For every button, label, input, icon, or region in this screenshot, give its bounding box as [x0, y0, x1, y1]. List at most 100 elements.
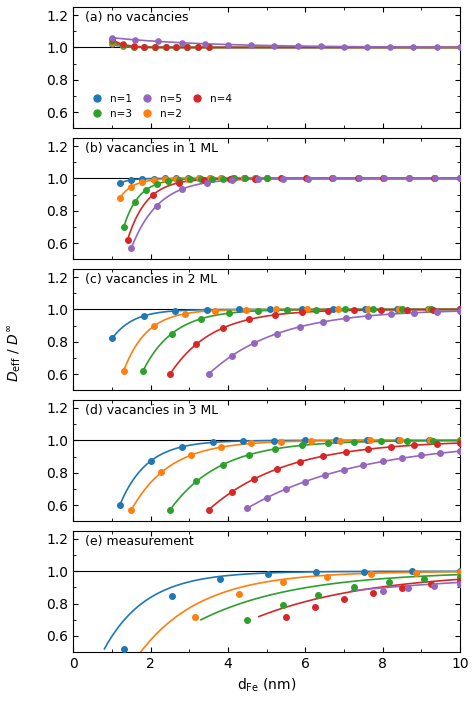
- Point: [241, 173, 248, 184]
- Point: [235, 588, 243, 599]
- Point: [312, 304, 319, 315]
- Point: [337, 435, 344, 446]
- Point: [304, 173, 312, 184]
- Point: [130, 41, 137, 52]
- Point: [203, 304, 211, 315]
- Point: [430, 173, 438, 184]
- Point: [433, 439, 441, 450]
- Point: [317, 41, 325, 52]
- Point: [184, 173, 191, 184]
- Point: [155, 36, 162, 47]
- Point: [456, 437, 464, 448]
- Point: [216, 574, 224, 585]
- Point: [368, 568, 375, 580]
- Point: [108, 34, 116, 45]
- Point: [183, 42, 191, 53]
- Point: [342, 446, 349, 458]
- Point: [168, 328, 175, 339]
- Point: [298, 304, 306, 315]
- Point: [128, 504, 135, 515]
- Point: [328, 173, 336, 184]
- Point: [380, 173, 388, 184]
- Point: [282, 484, 290, 495]
- Point: [263, 173, 270, 184]
- Point: [208, 173, 216, 184]
- Point: [395, 304, 402, 315]
- X-axis label: d$_{\rm Fe}$ (nm): d$_{\rm Fe}$ (nm): [237, 677, 296, 694]
- Point: [279, 173, 287, 184]
- Point: [388, 308, 395, 319]
- Point: [429, 304, 437, 315]
- Point: [226, 173, 234, 185]
- Point: [162, 42, 170, 53]
- Point: [385, 577, 393, 588]
- Point: [298, 440, 306, 451]
- Point: [329, 304, 337, 315]
- Point: [405, 173, 413, 184]
- Point: [119, 40, 127, 51]
- Point: [151, 42, 159, 53]
- Point: [263, 173, 270, 184]
- Point: [211, 305, 219, 317]
- Point: [403, 304, 411, 315]
- Point: [319, 317, 327, 328]
- Point: [427, 579, 435, 590]
- Point: [184, 173, 191, 184]
- Point: [206, 173, 214, 184]
- Point: [178, 37, 185, 49]
- Point: [244, 614, 251, 625]
- Point: [263, 173, 270, 184]
- Point: [363, 435, 371, 446]
- Point: [162, 42, 170, 53]
- Point: [417, 450, 425, 461]
- Point: [138, 173, 146, 185]
- Point: [354, 173, 361, 184]
- Point: [195, 173, 203, 184]
- Point: [456, 304, 464, 315]
- Point: [433, 306, 441, 317]
- Point: [301, 435, 309, 446]
- Point: [151, 42, 159, 53]
- Point: [456, 435, 464, 446]
- Point: [139, 365, 147, 376]
- Point: [386, 42, 394, 53]
- Point: [128, 174, 135, 185]
- Point: [162, 42, 170, 53]
- Point: [229, 173, 237, 184]
- Point: [131, 197, 138, 208]
- Point: [365, 304, 372, 315]
- Point: [456, 304, 464, 315]
- Point: [147, 659, 155, 670]
- Point: [324, 438, 332, 449]
- Point: [251, 337, 258, 348]
- Point: [116, 192, 124, 204]
- Point: [303, 304, 311, 315]
- Point: [194, 42, 202, 53]
- Point: [161, 173, 169, 184]
- Point: [332, 435, 340, 446]
- Point: [324, 305, 332, 317]
- Point: [119, 39, 127, 50]
- Point: [266, 304, 274, 315]
- Point: [206, 173, 214, 184]
- Point: [181, 308, 189, 319]
- Point: [153, 200, 161, 211]
- Point: [219, 322, 227, 333]
- Point: [173, 173, 180, 185]
- Point: [151, 42, 159, 53]
- Point: [456, 566, 464, 577]
- Point: [128, 181, 135, 192]
- Text: (e) measurement: (e) measurement: [85, 534, 194, 548]
- Point: [209, 437, 216, 448]
- Point: [124, 234, 131, 245]
- Point: [173, 42, 180, 53]
- Point: [321, 470, 328, 481]
- Point: [334, 304, 341, 315]
- Point: [166, 504, 174, 515]
- Point: [247, 438, 255, 449]
- Point: [388, 441, 395, 453]
- Point: [425, 435, 433, 446]
- Point: [252, 173, 259, 184]
- Point: [240, 173, 248, 184]
- Point: [427, 304, 435, 315]
